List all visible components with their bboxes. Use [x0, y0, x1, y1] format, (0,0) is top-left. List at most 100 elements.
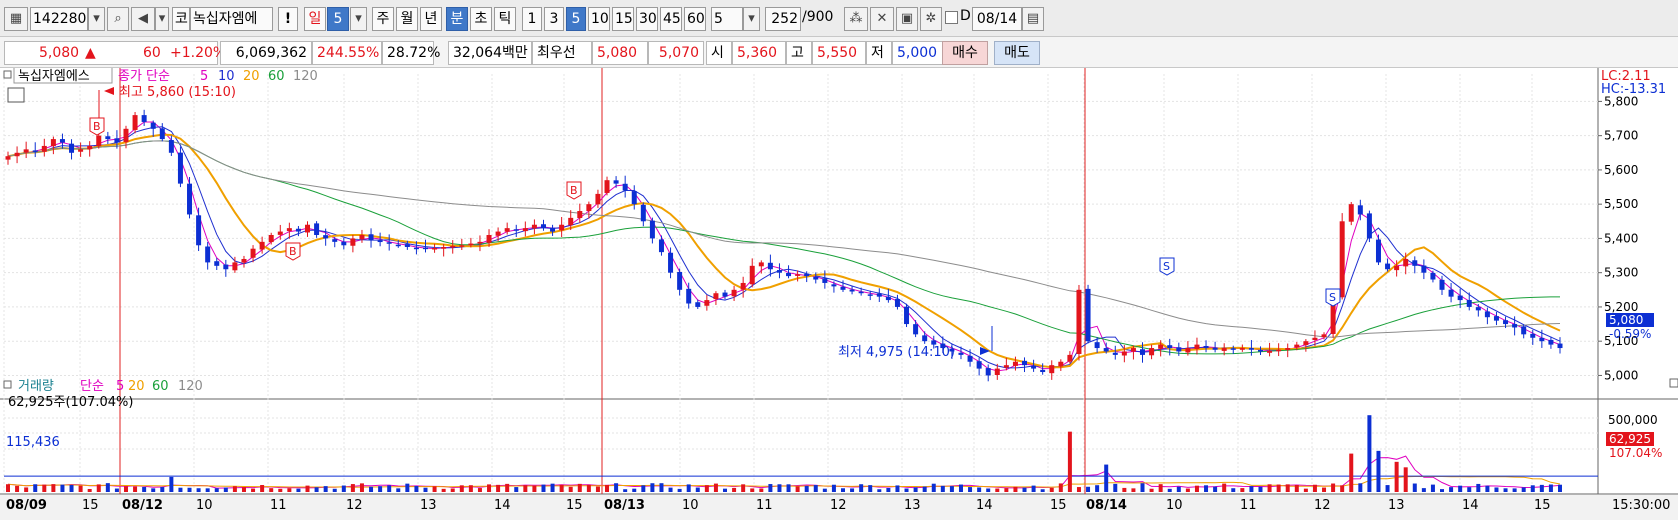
candle-body: [1394, 265, 1400, 271]
volume-bar: [69, 485, 74, 492]
volume-bar: [1104, 464, 1109, 492]
layout-icon[interactable]: ▦: [4, 7, 28, 31]
volume-bar: [1122, 487, 1127, 492]
stock-code-input[interactable]: 142280: [30, 7, 88, 31]
volume-bar: [695, 487, 700, 492]
candle-body: [1257, 349, 1263, 352]
price-tick-label: 5,100: [1604, 334, 1638, 348]
code-dropdown-icon[interactable]: ▾: [88, 7, 105, 31]
interval-1-button[interactable]: 1: [522, 7, 542, 31]
interval-10-button[interactable]: 10: [588, 7, 610, 31]
candle-body: [359, 235, 365, 240]
buy-signal-icon: [566, 181, 582, 200]
volume-bar: [1158, 484, 1163, 492]
sell-button[interactable]: 매도: [994, 41, 1040, 65]
candle-body: [894, 299, 900, 307]
candle-body: [1167, 345, 1173, 349]
time-tick-label: 10: [1166, 498, 1183, 513]
current-pct-label: -0.59%: [1609, 327, 1651, 341]
save-icon[interactable]: ▣: [896, 7, 918, 31]
candle-body: [649, 220, 655, 239]
date-checkbox[interactable]: [945, 11, 958, 24]
candle-body: [1031, 366, 1037, 369]
interval-45-button[interactable]: 45: [660, 7, 682, 31]
volume-bar: [350, 484, 355, 492]
bar-count-input[interactable]: 252: [765, 7, 801, 31]
volume-bar: [133, 486, 138, 492]
trade-signals: B B B S S: [89, 117, 1341, 307]
price-tick-label: 5,000: [1604, 368, 1638, 382]
period-day-button[interactable]: 일: [304, 7, 326, 31]
volume-bar: [223, 487, 228, 492]
panel-toggle-icon[interactable]: [3, 70, 12, 79]
interval-3-button[interactable]: 3: [544, 7, 564, 31]
candle-body: [177, 152, 183, 184]
candle-body: [1022, 360, 1028, 366]
count-number-field[interactable]: 5: [711, 7, 743, 31]
period-year-button[interactable]: 년: [420, 7, 442, 31]
calendar-icon[interactable]: ▤: [1022, 7, 1044, 31]
volume-bar: [1340, 485, 1345, 492]
candle-body: [1503, 320, 1509, 325]
candle-body: [758, 262, 764, 267]
gear-icon[interactable]: ✲: [920, 7, 942, 31]
volume-bar: [904, 488, 909, 492]
period-week-button[interactable]: 주: [372, 7, 394, 31]
chart-grid: [0, 68, 1678, 520]
stock-name-field[interactable]: 녹십자엠에: [190, 7, 273, 31]
candle-body: [1185, 348, 1191, 353]
candle-body: [767, 262, 773, 270]
draw-tool-icon[interactable]: ✕: [870, 7, 894, 31]
volume-bar: [1503, 488, 1508, 492]
volume-bar: [759, 488, 764, 492]
volume-bar: [995, 488, 1000, 492]
volume-bar: [42, 484, 47, 492]
volume-bar: [1194, 485, 1199, 492]
speaker-dropdown-icon[interactable]: ▾: [155, 7, 169, 31]
count-dropdown-icon[interactable]: ▾: [743, 7, 760, 31]
sell-signal-icon: [1325, 288, 1341, 307]
low-label: 저: [866, 41, 892, 65]
volume-bar: [1467, 487, 1472, 492]
candle-body: [1484, 311, 1490, 318]
alert-button[interactable]: !: [278, 7, 298, 31]
period-second-button[interactable]: 초: [470, 7, 492, 31]
period-tick-button[interactable]: 틱: [494, 7, 516, 31]
search-icon[interactable]: ⌕: [107, 7, 129, 31]
buy-button[interactable]: 매수: [942, 41, 988, 65]
time-tick-label: 11: [1240, 498, 1257, 513]
volume-bar: [514, 487, 519, 492]
interval-5-button[interactable]: 5: [566, 7, 586, 31]
volume-panel-close-icon[interactable]: [1669, 378, 1678, 388]
table-icon[interactable]: [7, 87, 25, 103]
low-arrow-icon: [980, 347, 990, 355]
interval-15-button[interactable]: 15: [612, 7, 634, 31]
volume-bars: [6, 415, 1562, 492]
period-month-button[interactable]: 월: [396, 7, 418, 31]
volume-bar: [850, 488, 855, 492]
volume-bar: [369, 486, 374, 492]
volume-bar: [840, 488, 845, 492]
interval-60-button[interactable]: 60: [684, 7, 706, 31]
interval-30-button[interactable]: 30: [636, 7, 658, 31]
date-input[interactable]: 08/14: [972, 7, 1022, 31]
period-minute-button[interactable]: 분: [446, 7, 468, 31]
candle-body: [1303, 341, 1309, 346]
volume-bar: [723, 488, 728, 492]
price-chart[interactable]: B B B S S 5,000 5,100 5,200 5,300 5,400 5,500 5,60…: [0, 68, 1678, 520]
time-tick-label: 11: [756, 498, 773, 513]
volume-bar: [1167, 488, 1172, 492]
speaker-icon[interactable]: ◀: [131, 7, 155, 31]
candle-body: [786, 272, 792, 277]
candle-body: [749, 265, 755, 285]
candle-body: [105, 136, 111, 140]
volume-bar: [1521, 487, 1526, 492]
volume-toggle-icon[interactable]: [3, 380, 12, 389]
volume-bar: [178, 487, 183, 492]
volume-bar: [641, 485, 646, 492]
candle-body: [1385, 263, 1391, 270]
period-day-number[interactable]: 5: [327, 7, 349, 31]
indicator-icon[interactable]: ⁂: [844, 7, 868, 31]
day-dropdown-icon[interactable]: ▾: [350, 7, 367, 31]
low-price: 5,000: [892, 41, 946, 65]
